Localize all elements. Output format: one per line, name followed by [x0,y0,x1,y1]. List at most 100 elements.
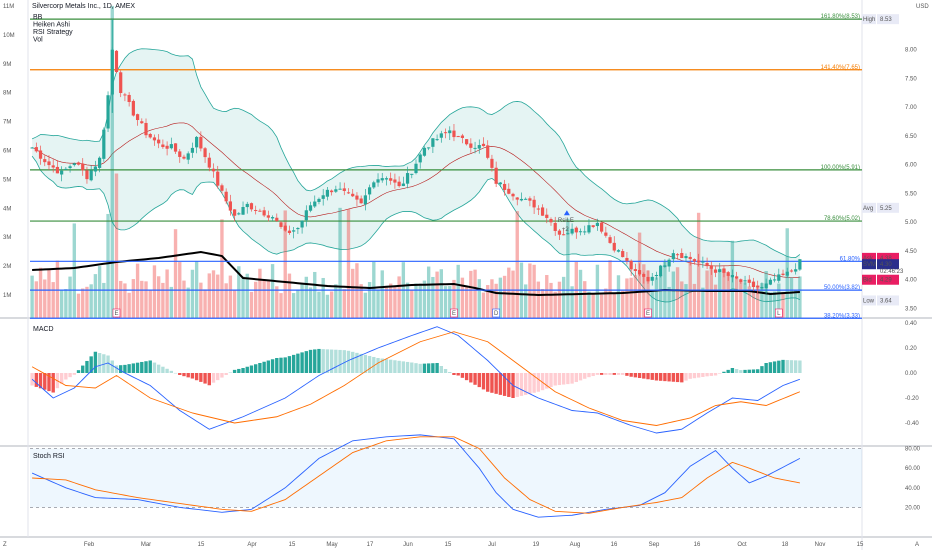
volume-bar [654,277,659,318]
macd-hist-bar [359,353,363,373]
candle-body [190,147,195,153]
volume-bar [625,278,629,318]
volume-bar [756,285,760,318]
candle-body [237,213,241,215]
volume-bar [561,276,566,318]
volume-bar [97,266,102,318]
candle-body [317,198,321,202]
volume-bar [713,284,718,318]
volume-bar [152,265,157,318]
volume-tick: 4M [3,206,11,212]
macd-hist-bar [519,373,524,396]
volume-bar [199,282,203,318]
candle-body [405,173,410,184]
macd-hist-bar [705,373,709,377]
macd-hist-bar [363,354,368,373]
candle-body [359,198,363,204]
volume-bar [237,266,241,318]
candle-body [642,273,646,277]
macd-tick: -0.20 [905,396,919,402]
macd-hist-bar [785,360,789,373]
bid-label: Bid [863,278,872,284]
macd-hist-bar [713,373,718,376]
candle-body [768,279,772,285]
candle-body [621,251,625,258]
macd-hist-bar [110,360,114,373]
macd-hist-bar [553,373,557,386]
time-label: 15 [445,542,452,548]
macd-tick: 0.40 [905,321,917,327]
time-label: Aug [570,542,581,548]
candle-body [422,147,427,156]
volume-bar [245,273,249,318]
volume-bar [38,267,43,318]
time-label: 18 [782,542,789,548]
chart-title: Silvercorp Metals Inc., 1D, AMEX [32,3,136,10]
volume-bar [186,287,190,318]
candle-body [477,145,481,149]
macd-hist-bar [106,355,110,373]
macd-hist-bar [658,373,663,381]
candle-body [211,168,216,172]
candle-body [393,179,397,183]
macd-hist-bar [616,373,621,375]
low-tag [862,295,876,306]
candle-body [465,139,469,145]
macd-hist-bar [418,363,422,373]
price-tick: 4.50 [905,249,917,255]
candle-body [292,230,296,232]
macd-hist-bar [435,363,439,373]
candle-body [486,145,490,158]
volume-tick: 10M [3,33,15,39]
macd-hist-bar [102,354,106,373]
macd-hist-bar [203,373,207,384]
macd-hist-bar [604,373,608,375]
candle-body [410,173,414,175]
macd-hist-bar [123,364,127,373]
time-label: Jun [403,542,413,548]
volume-bar [675,267,680,318]
candle-body [51,165,55,168]
volume-bar [418,283,422,318]
candle-body [228,201,232,211]
candle-body [283,225,287,231]
macd-hist-bar [675,373,680,383]
candle-body [119,72,123,94]
candle-body [747,279,751,283]
macd-hist-bar [207,373,211,386]
price-tick: 4.00 [905,278,917,284]
candle-body [709,265,713,269]
macd-hist-bar [346,350,351,373]
macd-hist-bar [393,360,397,373]
candle-body [697,260,701,263]
macd-hist-bar [135,362,140,373]
macd-hist-bar [291,354,296,373]
candle-body [152,137,157,141]
volume-bar [739,281,743,318]
stoch-tick: 40.00 [905,486,921,492]
candle-body [701,261,705,263]
time-label: Sep [649,542,660,548]
candle-body [72,163,76,166]
price-tick: 6.50 [905,134,917,140]
candle-body [722,268,726,273]
volume-bar [275,286,279,318]
volume-bar [304,276,309,318]
candle-body [557,230,562,235]
macd-tick: 0.20 [905,346,917,352]
macd-hist-bar [317,348,321,373]
macd-hist-bar [583,373,587,379]
volume-bar [410,289,414,318]
svm-value: 4.30 [880,262,892,268]
low-value: 3.64 [880,298,892,304]
stoch-k-line [31,434,801,518]
candle-body [355,195,359,200]
volume-tick: 5M [3,177,11,183]
volume-bar [612,294,616,318]
volume-bar [300,284,304,318]
event-marker-label: L [777,311,781,317]
candle-body [55,166,60,174]
volume-bar [734,278,739,318]
macd-hist-bar [481,373,486,390]
macd-hist-bar [456,373,460,376]
